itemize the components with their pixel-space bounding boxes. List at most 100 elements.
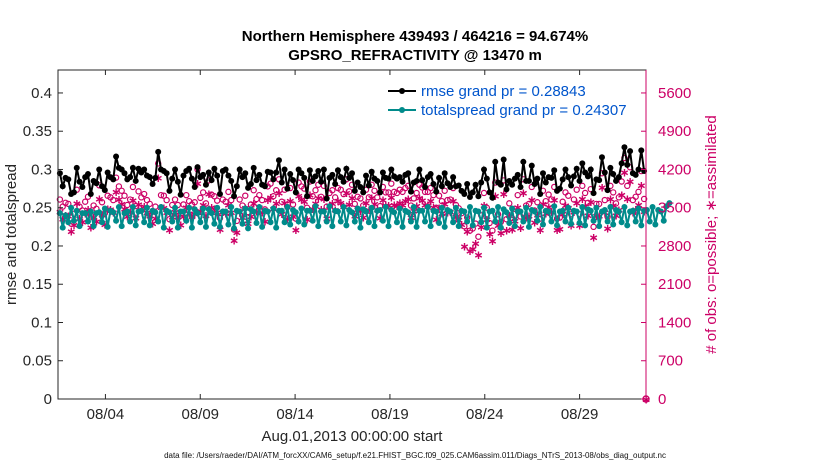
rmse-point (101, 187, 108, 194)
totalspread-point (657, 208, 664, 215)
obs-possible-marker (514, 191, 521, 199)
rmse-point (194, 164, 201, 171)
y-tick-label-left: 0.35 (23, 123, 52, 140)
obs-assimilated-marker: ∗ (375, 211, 385, 225)
rmse-point (379, 169, 386, 176)
rmse-point (576, 177, 583, 184)
totalspread-point (259, 223, 266, 230)
rmse-point (430, 181, 437, 187)
obs-assimilated-marker: ∗ (485, 227, 495, 241)
obs-assimilated-marker: ∗ (513, 201, 523, 215)
obs-assimilated-marker: ∗ (518, 186, 528, 200)
rmse-point (346, 174, 353, 181)
obs-possible-marker (413, 189, 420, 197)
totalspread-point (562, 218, 569, 225)
obs-possible-marker (610, 189, 617, 196)
rmse-point (70, 189, 77, 196)
totalspread-point (284, 203, 291, 210)
obs-assimilated-marker: ∗ (608, 198, 618, 212)
obs-assimilated-marker: ∗ (594, 209, 604, 223)
rmse-point (363, 172, 370, 179)
totalspread-point (452, 204, 459, 211)
obs-assimilated-marker: ∗ (207, 201, 217, 215)
obs-possible-marker (612, 200, 620, 207)
totalspread-point (250, 208, 257, 215)
obs-possible-marker (357, 195, 364, 202)
rmse-point (537, 190, 544, 197)
totalspread-point (208, 210, 215, 217)
totalspread-point (590, 217, 597, 224)
totalspread-point (506, 220, 513, 227)
obs-possible-marker (202, 200, 210, 207)
obs-possible-marker (110, 196, 117, 204)
totalspread-point (59, 224, 66, 231)
totalspread-point (211, 220, 218, 227)
rmse-point (76, 178, 83, 185)
obs-assimilated-marker: ∗ (176, 218, 186, 232)
rmse-point (556, 185, 563, 192)
rmse-point (525, 177, 532, 184)
legend-rmse-marker (399, 88, 405, 94)
rmse-point (475, 193, 482, 200)
rmse-point (551, 167, 558, 174)
totalspread-point (523, 204, 530, 211)
obs-assimilated-marker: ∗ (333, 194, 343, 208)
rmse-point (202, 181, 209, 188)
rmse-point (281, 166, 288, 173)
totalspread-point (138, 207, 145, 214)
totalspread-point (278, 207, 285, 214)
rmse-point (306, 167, 313, 174)
obs-assimilated-marker: ∗ (457, 218, 467, 232)
obs-assimilated-marker: ∗ (459, 239, 469, 253)
totalspread-point (146, 222, 153, 229)
obs-assimilated-marker: ∗ (294, 189, 304, 203)
rmse-point (618, 160, 625, 167)
rmse-point (318, 178, 325, 185)
rmse-point (461, 190, 468, 197)
obs-assimilated-marker: ∗ (386, 190, 396, 204)
obs-possible-marker (236, 196, 243, 203)
y-tick-label-left: 0.4 (31, 85, 52, 102)
obs-assimilated-marker: ∗ (131, 211, 141, 225)
totalspread-point (559, 207, 566, 214)
totalspread-point (576, 220, 583, 227)
obs-possible-marker (545, 191, 552, 198)
obs-assimilated-marker: ∗ (341, 186, 351, 200)
obs-assimilated-marker: ∗ (400, 194, 410, 208)
rmse-point (169, 175, 176, 182)
totalspread-point (497, 224, 504, 231)
totalspread-point (424, 203, 431, 210)
obs-assimilated-marker: ∗ (139, 200, 149, 214)
totalspread-point (438, 204, 445, 211)
totalspread-point (407, 218, 414, 225)
obs-assimilated-marker: ∗ (195, 204, 205, 218)
obs-assimilated-marker: ∗ (414, 191, 424, 205)
obs-possible-marker (124, 201, 131, 209)
rmse-point (534, 175, 541, 182)
obs-assimilated-marker: ∗ (344, 197, 354, 211)
obs-assimilated-marker: ∗ (468, 242, 478, 256)
obs-assimilated-marker: ∗ (507, 223, 517, 237)
totalspread-point (326, 203, 333, 210)
totalspread-point (579, 203, 586, 210)
totalspread-point (649, 203, 656, 210)
obs-assimilated-marker: ∗ (549, 193, 559, 207)
legend-spread-marker (399, 107, 405, 113)
totalspread-point (301, 221, 308, 228)
totalspread-point (525, 223, 532, 230)
obs-possible-marker (331, 194, 339, 201)
obs-possible-marker (382, 189, 389, 196)
rmse-point (604, 187, 611, 194)
legend: rmse grand pr = 0.28843 totalspread grand… (388, 83, 627, 119)
rmse-point (180, 172, 187, 179)
totalspread-point (132, 222, 139, 229)
totalspread-point (666, 200, 673, 207)
obs-possible-marker (601, 196, 608, 204)
obs-assimilated-marker: ∗ (260, 214, 270, 228)
totalspread-point (596, 223, 603, 230)
rmse-point (492, 158, 499, 165)
obs-assimilated-marker: ∗ (77, 215, 87, 229)
totalspread-point (166, 209, 173, 216)
totalspread-point (158, 203, 165, 210)
obs-possible-marker (180, 201, 187, 208)
